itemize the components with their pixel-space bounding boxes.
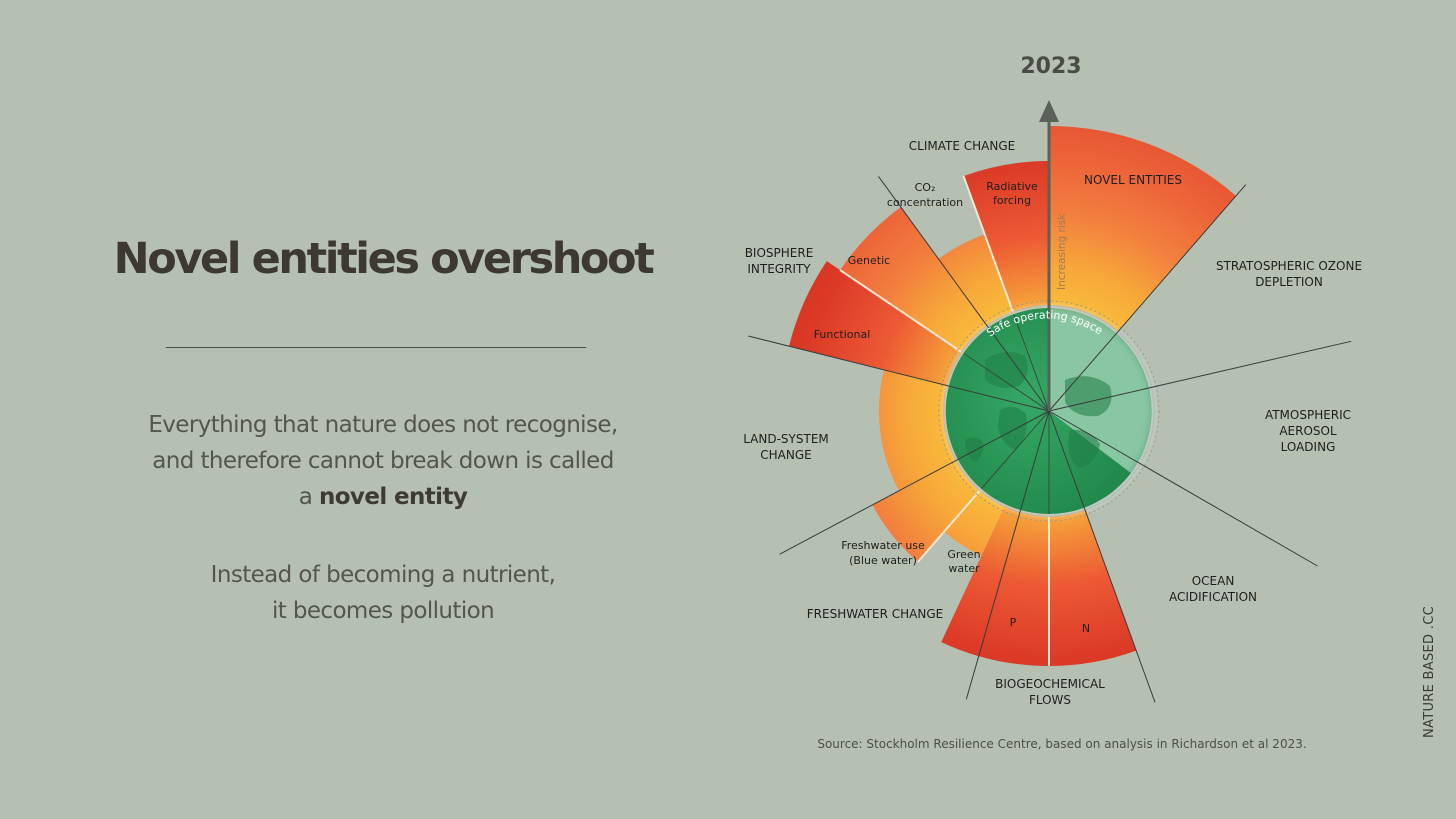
boundary-divider-line [1048,340,1352,412]
earth-outline [938,300,1160,522]
label-climate-change: CLIMATE CHANGE [909,139,1015,153]
sub-radiative-line2: forcing [993,194,1031,207]
source-citation: Source: Stockholm Resilience Centre, bas… [817,737,1306,751]
label-aerosol-line3: LOADING [1281,440,1336,454]
inner-segment-line [981,410,1050,489]
sub-wedge-separator [839,269,967,356]
text-panel: Novel entities overshoot Everything that… [95,0,671,819]
boundary-divider-line [965,410,1050,700]
boundary-divider-line [1048,184,1247,412]
description-paragraph: Everything that nature does not recognis… [95,407,671,515]
description-line: and therefore cannot break down is calle… [152,448,614,474]
sub-wedge-separator [917,485,985,563]
sub-wedge-separator [962,175,1016,318]
label-land-line2: CHANGE [760,448,811,462]
brand-watermark: NATURE BASED .CC [1422,606,1437,738]
label-aerosol-line2: AEROSOL [1279,424,1337,438]
novel-entity-term: novel entity [318,484,468,510]
label-ocean-line1: OCEAN [1192,574,1235,588]
label-biosphere-line1: BIOSPHERE [745,246,814,260]
label-freshwater-change: FRESHWATER CHANGE [807,607,943,621]
label-land-line1: LAND-SYSTEM [743,432,829,446]
sub-green-water-line1: Green [947,548,980,561]
label-ozone-line2: DEPLETION [1255,275,1323,289]
label-biogeo-line1: BIOGEOCHEMICAL [995,677,1105,691]
label-ozone-line1: STRATOSPHERIC OZONE [1216,259,1362,273]
sub-blue-water-line2: (Blue water) [849,554,917,567]
label-ocean-line2: ACIDIFICATION [1169,590,1257,604]
page-title: Novel entities overshoot [113,234,655,284]
label-biogeo-line2: FLOWS [1029,693,1071,707]
diagram-year: 2023 [1020,54,1081,79]
continents [965,351,1112,468]
sub-co2-line2: concentration [887,196,963,209]
boundary-divider-line [779,410,1050,555]
label-aerosol-line1: ATMOSPHERIC [1265,408,1351,422]
sub-radiative-line1: Radiative [986,180,1038,193]
pollution-line: Instead of becoming a nutrient, [210,562,556,588]
inner-segment-line [1013,314,1050,412]
description-prefix: a [298,484,319,510]
divider [166,347,586,348]
sub-blue-water-line1: Freshwater use [841,539,925,552]
label-biosphere-line2: INTEGRITY [747,262,811,276]
sub-genetic: Genetic [848,254,890,267]
boundary-divider-line [1048,410,1156,703]
description-line: Everything that nature does not recognis… [148,412,618,438]
inner-segment-line [963,353,1050,412]
label-novel-entities: NOVEL ENTITIES [1084,173,1182,187]
boundary-divider-line [1048,410,1318,567]
sub-green-water-line2: water [948,562,980,575]
sub-functional: Functional [814,328,871,341]
sub-phosphorus: P [1010,616,1017,629]
description-line: a novel entity [95,479,671,515]
boundary-divider-line [748,335,1050,412]
risk-axis-arrowhead [1039,100,1059,122]
pollution-paragraph: Instead of becoming a nutrient, it becom… [95,557,671,629]
sub-co2-line1: CO₂ [915,181,936,194]
boundary-divider-line [878,176,1050,412]
sub-nitrogen: N [1082,622,1090,635]
pollution-line: it becomes pollution [271,598,495,624]
segment-dividers [748,176,1352,703]
increasing-risk-label: Increasing risk [1056,213,1068,290]
